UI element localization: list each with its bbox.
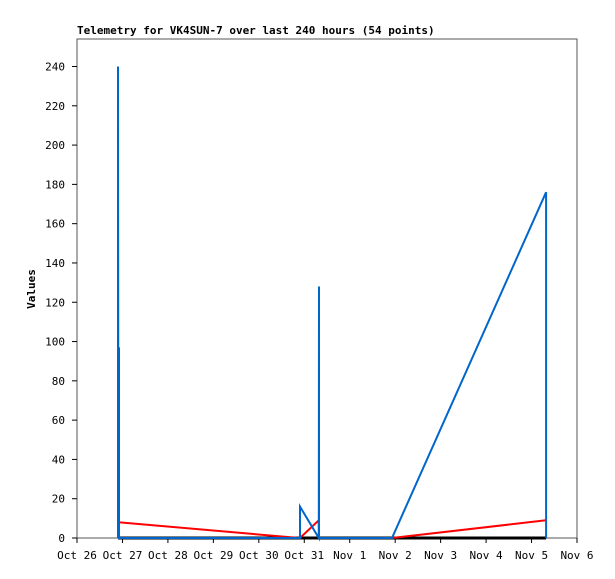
- x-tick-label: Oct 27: [103, 549, 143, 562]
- x-tick-label: Nov 5: [515, 549, 548, 562]
- x-tick-label: Oct 26: [57, 549, 97, 562]
- x-tick-label: Nov 3: [424, 549, 457, 562]
- x-tick-label: Nov 6: [560, 549, 593, 562]
- y-tick-label: 20: [52, 493, 65, 506]
- x-tick-label: Oct 31: [284, 549, 324, 562]
- x-tick-label: Nov 4: [470, 549, 503, 562]
- y-tick-label: 0: [58, 532, 65, 545]
- y-tick-label: 100: [45, 336, 65, 349]
- y-tick-label: 140: [45, 257, 65, 270]
- y-axis-label: Values: [25, 269, 38, 309]
- series-line-2: [117, 66, 548, 542]
- chart-title: Telemetry for VK4SUN-7 over last 240 hou…: [77, 24, 435, 37]
- y-tick-label: 180: [45, 178, 65, 191]
- y-tick-label: 240: [45, 61, 65, 74]
- y-tick-label: 120: [45, 296, 65, 309]
- y-tick-label: 60: [52, 414, 65, 427]
- x-tick-label: Nov 1: [333, 549, 366, 562]
- x-tick-label: Oct 29: [193, 549, 233, 562]
- y-tick-label: 160: [45, 218, 65, 231]
- x-tick-label: Oct 28: [148, 549, 188, 562]
- y-tick-label: 200: [45, 139, 65, 152]
- y-tick-label: 80: [52, 375, 65, 388]
- x-tick-label: Nov 2: [379, 549, 412, 562]
- y-tick-label: 40: [52, 453, 65, 466]
- x-tick-label: Oct 30: [239, 549, 279, 562]
- series-line-1: [118, 518, 547, 540]
- y-tick-label: 220: [45, 100, 65, 113]
- plot-frame: [76, 38, 578, 539]
